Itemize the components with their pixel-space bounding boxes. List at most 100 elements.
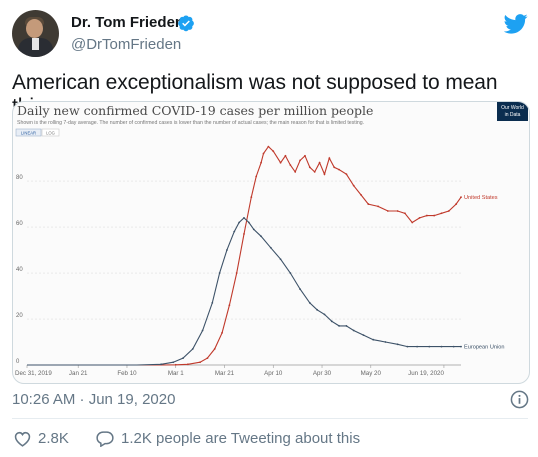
data-point-european-union [279,258,282,261]
data-point-united-states [243,233,245,235]
data-point-united-states [284,154,287,157]
data-point-united-states [213,348,216,350]
data-point-united-states [228,304,231,307]
data-point-united-states [333,166,336,169]
data-point-united-states [206,357,209,360]
data-point-european-union [160,363,163,366]
like-count[interactable]: 2.8K [38,430,69,447]
data-point-united-states [460,196,462,199]
data-point-united-states [250,196,253,199]
data-point-united-states [367,203,370,205]
data-point-united-states [299,159,301,162]
data-point-european-union [260,235,262,238]
data-point-european-union [233,230,236,233]
data-point-united-states [338,168,340,171]
linear-toggle-label: LINEAR [21,131,36,136]
verified-badge-icon [178,15,194,32]
data-point-united-states [294,170,297,173]
data-point-united-states [304,154,306,157]
data-point-european-union [218,272,221,274]
data-point-united-states [174,363,177,366]
data-point-united-states [352,184,355,187]
data-point-united-states [404,212,406,215]
divider [12,418,528,419]
x-tick-label: Dec 31, 2019 [15,370,52,377]
data-point-united-states [221,331,223,334]
data-point-united-states [455,203,458,205]
data-point-united-states [187,363,189,366]
data-point-european-union [191,348,194,350]
data-point-european-union [243,216,245,219]
data-point-european-union [316,308,319,311]
data-point-european-union [440,345,443,348]
data-point-united-states [308,166,311,169]
x-tick-label: Feb 10 [117,370,137,377]
data-point-united-states [328,157,331,159]
twitter-bird-icon[interactable] [504,14,528,34]
data-point-european-union [338,325,340,327]
y-tick-label: 60 [16,221,23,227]
x-tick-label: Mar 1 [168,370,184,377]
y-tick-label: 20 [16,313,23,319]
avatar[interactable] [12,10,59,57]
author-name[interactable]: Dr. Tom Frieden [71,14,185,31]
data-point-european-union [362,334,365,337]
data-point-united-states [262,152,265,155]
data-point-european-union [299,288,301,291]
data-point-european-union [226,249,228,251]
x-tick-label: May 20 [361,370,382,377]
data-point-united-states [386,210,389,212]
x-tick-label: Apr 30 [313,370,332,377]
data-point-european-union [352,329,355,332]
data-point-european-union [372,338,375,341]
data-point-european-union [406,345,409,348]
reply-bubble-icon[interactable] [96,430,114,447]
series-label-united-states: United States [464,195,498,201]
data-point-european-union [247,221,250,224]
linear-toggle-button[interactable] [15,128,42,137]
data-point-european-union [323,313,326,316]
data-point-european-union [201,329,204,332]
data-point-european-union [345,325,348,327]
data-point-united-states [425,214,428,217]
log-toggle-button[interactable] [41,128,60,137]
data-point-european-union [269,246,272,249]
y-tick-label: 40 [16,267,23,273]
data-point-united-states [411,221,414,224]
author-handle[interactable]: @DrTomFrieden [71,36,182,53]
data-point-united-states [360,193,362,196]
data-point-european-union [452,345,455,348]
data-point-european-union [416,345,419,348]
x-tick-label: Jan 21 [69,370,88,377]
data-point-united-states [440,212,443,215]
owid-logo [497,102,528,121]
data-point-united-states [267,145,270,148]
data-point-european-union [182,357,184,360]
tweet-timestamp[interactable]: 10:26 AM · Jun 19, 2020 [12,391,176,408]
series-label-european-union: European Union [464,345,504,351]
data-point-united-states [289,164,292,166]
data-point-united-states [313,170,316,173]
data-point-united-states [260,161,262,164]
data-point-united-states [255,175,258,178]
x-tick-label: Mar 21 [215,370,235,377]
data-point-european-union [460,345,462,348]
data-point-united-states [345,173,348,176]
conversation-count[interactable]: 1.2K people are Tweeting about this [121,430,361,447]
data-point-european-union [211,302,214,304]
owid-logo-line1: Our World [501,105,524,111]
series-line-european-union [27,217,461,366]
heart-icon[interactable] [13,430,32,447]
chart-image[interactable]: Daily new confirmed COVID-19 cases per m… [12,101,530,384]
data-point-european-union [384,341,387,343]
y-tick-label: 80 [16,175,23,181]
log-toggle-label: LOG [46,131,55,136]
info-icon[interactable] [510,390,529,409]
series-line-united-states [27,145,462,366]
data-point-european-union [289,272,292,274]
chart-subtitle: Shown is the rolling 7-day average. The … [17,120,364,126]
data-point-european-union [308,302,311,304]
data-point-united-states [235,272,238,274]
data-point-united-states [279,161,282,164]
